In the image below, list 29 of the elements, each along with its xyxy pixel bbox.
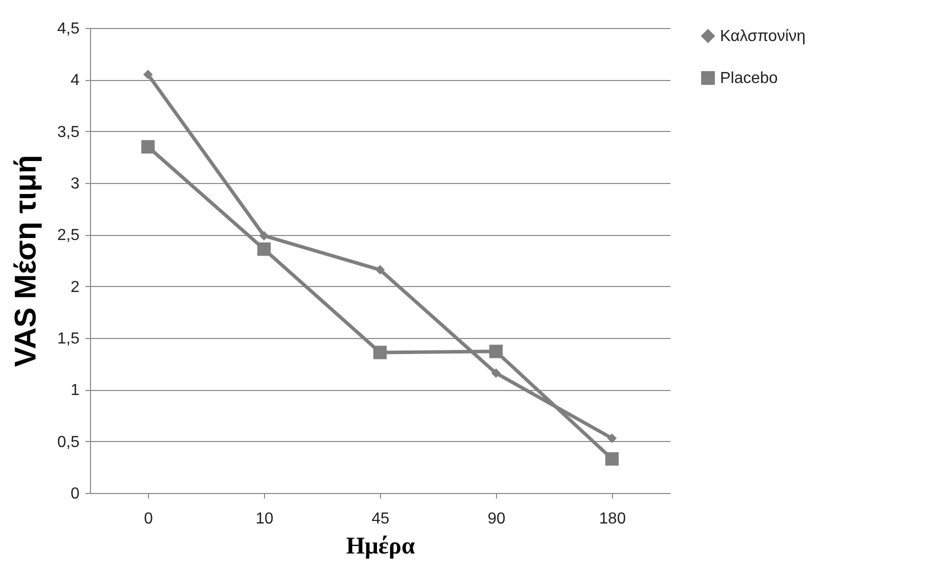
point [143, 70, 153, 80]
point [489, 344, 503, 358]
y-tick-label: 1 [70, 382, 80, 400]
y-tick-label: 4 [70, 72, 80, 90]
y-tick-label: 0 [70, 486, 80, 502]
x-tick-label: 180 [599, 510, 626, 528]
y-tick-label: 3 [70, 176, 80, 192]
y-tick-label: 0,5 [57, 434, 80, 451]
y-tick-label: 4,5 [57, 20, 80, 38]
y-tick-label: 1,5 [57, 330, 80, 348]
x-tick-label: 0 [144, 510, 154, 528]
point [257, 242, 271, 256]
y-tick-label: 2 [70, 278, 80, 296]
point [141, 140, 155, 154]
x-tick-label: 10 [256, 510, 274, 528]
point [259, 230, 269, 240]
x-tick-label: 45 [372, 510, 390, 528]
y-tick-label: 2,5 [57, 227, 80, 244]
point [607, 433, 617, 443]
point [605, 452, 619, 466]
y-tick-label: 3,5 [57, 124, 80, 141]
point [375, 265, 385, 275]
x-axis-title: Ημέρα [346, 534, 416, 560]
y-axis-title: VAS Μέση τιμή [9, 155, 42, 367]
point [373, 346, 387, 360]
legend-label: Placebo [720, 70, 778, 87]
x-tick-label: 90 [488, 510, 506, 528]
point [491, 368, 501, 378]
legend-label: Καλσπονίνη [720, 28, 806, 45]
